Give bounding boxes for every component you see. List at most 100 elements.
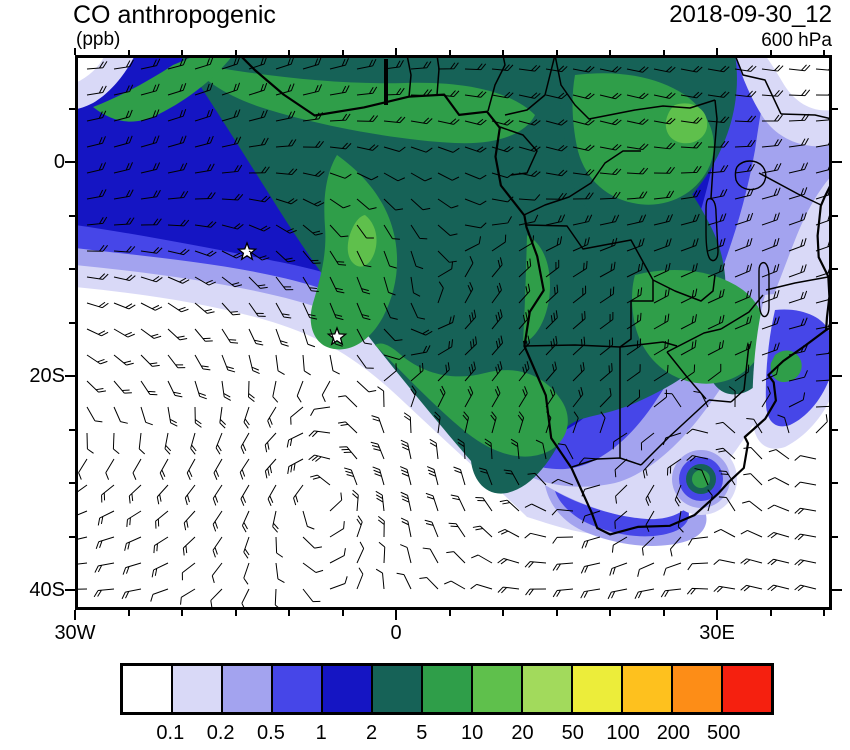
y-major-tick — [832, 589, 842, 591]
wind-barb — [599, 191, 621, 200]
wind-barb — [182, 536, 196, 556]
wind-barb — [132, 458, 142, 480]
region-green-zambia — [632, 270, 766, 384]
wind-barb — [761, 386, 771, 408]
wind-barb — [788, 113, 810, 122]
colorbar-value-5: 5 — [416, 722, 428, 744]
y-minor-tick — [69, 482, 75, 484]
wind-barb — [86, 110, 107, 122]
wind-barb — [518, 361, 530, 382]
region-green-hook — [375, 343, 568, 457]
wind-barb — [128, 484, 142, 504]
wind-barb — [788, 212, 807, 226]
x-major-tick — [395, 48, 397, 55]
wind-barb — [728, 386, 736, 408]
wind-barb — [545, 65, 568, 73]
wind-barb — [794, 481, 817, 488]
wind-barb — [680, 364, 696, 382]
wind-barb — [150, 588, 169, 602]
wind-barb — [194, 82, 214, 96]
wind-barb — [767, 504, 790, 512]
wind-barb — [140, 354, 160, 367]
wind-barb — [545, 192, 567, 200]
colorbar-value-0.1: 0.1 — [156, 722, 185, 744]
wind-barb — [580, 588, 601, 599]
region-eddy-green — [692, 470, 710, 488]
wind-barb — [140, 406, 153, 426]
wind-barb — [464, 118, 487, 126]
wind-barb — [164, 432, 172, 455]
wind-barb — [599, 411, 606, 434]
wind-barb — [321, 380, 331, 403]
x-minor-tick — [181, 50, 183, 55]
wind-barb — [518, 309, 531, 330]
wind-barb — [734, 90, 757, 98]
wind-barb — [761, 316, 780, 330]
wind-barb — [403, 412, 412, 434]
wind-barb — [518, 386, 528, 408]
wind-barb — [190, 432, 197, 455]
wind-barb — [186, 458, 196, 481]
wind-barb — [734, 341, 752, 356]
wind-barb — [410, 385, 417, 408]
coastline-0 — [239, 54, 833, 536]
wind-barb — [356, 172, 379, 181]
wind-barb — [275, 328, 289, 347]
wind-barb — [788, 187, 808, 200]
wind-barb — [437, 339, 454, 356]
wind-barb — [383, 328, 403, 342]
wind-barb — [248, 250, 270, 261]
y-minor-tick — [69, 214, 75, 217]
wind-barb — [248, 302, 266, 317]
wind-barb — [734, 65, 757, 72]
wind-barb — [159, 458, 169, 481]
wind-barb — [491, 119, 514, 126]
wind-barb — [338, 395, 358, 408]
wind-barb — [518, 119, 541, 126]
wind-barb — [788, 162, 809, 174]
wind-barb — [788, 238, 807, 252]
wind-barb — [615, 484, 628, 504]
y-minor-tick — [832, 214, 838, 217]
wind-barb — [286, 432, 304, 448]
wind-barb — [126, 510, 142, 528]
wind-barb — [400, 439, 412, 460]
country-border-4 — [708, 399, 732, 403]
country-border-14 — [710, 99, 718, 199]
wind-barb — [653, 313, 670, 330]
wind-barb — [167, 406, 178, 427]
wind-barb — [524, 561, 547, 568]
wind-barb — [410, 345, 431, 356]
wind-barb — [219, 406, 226, 429]
wind-barb — [86, 136, 106, 148]
wind-barb — [264, 458, 277, 479]
wind-barb — [377, 386, 385, 408]
wind-barb — [626, 92, 649, 100]
wind-barb — [140, 109, 160, 122]
colorbar-cell-5 — [373, 666, 423, 712]
wind-barb — [641, 536, 655, 556]
lake-malawi — [758, 261, 770, 318]
wind-barb — [425, 492, 439, 512]
wind-barb — [611, 536, 628, 553]
wind-barb — [794, 507, 817, 515]
wind-barb — [302, 354, 311, 376]
wind-barb — [433, 411, 441, 434]
wind-barb — [545, 119, 568, 126]
x-minor-tick — [823, 610, 825, 616]
wind-barb — [194, 192, 216, 200]
wind-barb — [302, 57, 322, 70]
wind-barb — [140, 162, 161, 174]
wind-barb — [310, 474, 331, 486]
wind-barb — [768, 449, 790, 460]
wind-barb — [599, 387, 612, 408]
wind-barb — [248, 224, 271, 232]
wind-barb — [86, 432, 94, 454]
x-minor-tick — [609, 610, 611, 616]
x-minor-tick — [502, 50, 504, 55]
wind-barb — [686, 455, 709, 462]
wind-barb — [329, 548, 346, 564]
wind-barb — [599, 214, 620, 226]
wind-barb — [377, 516, 385, 538]
